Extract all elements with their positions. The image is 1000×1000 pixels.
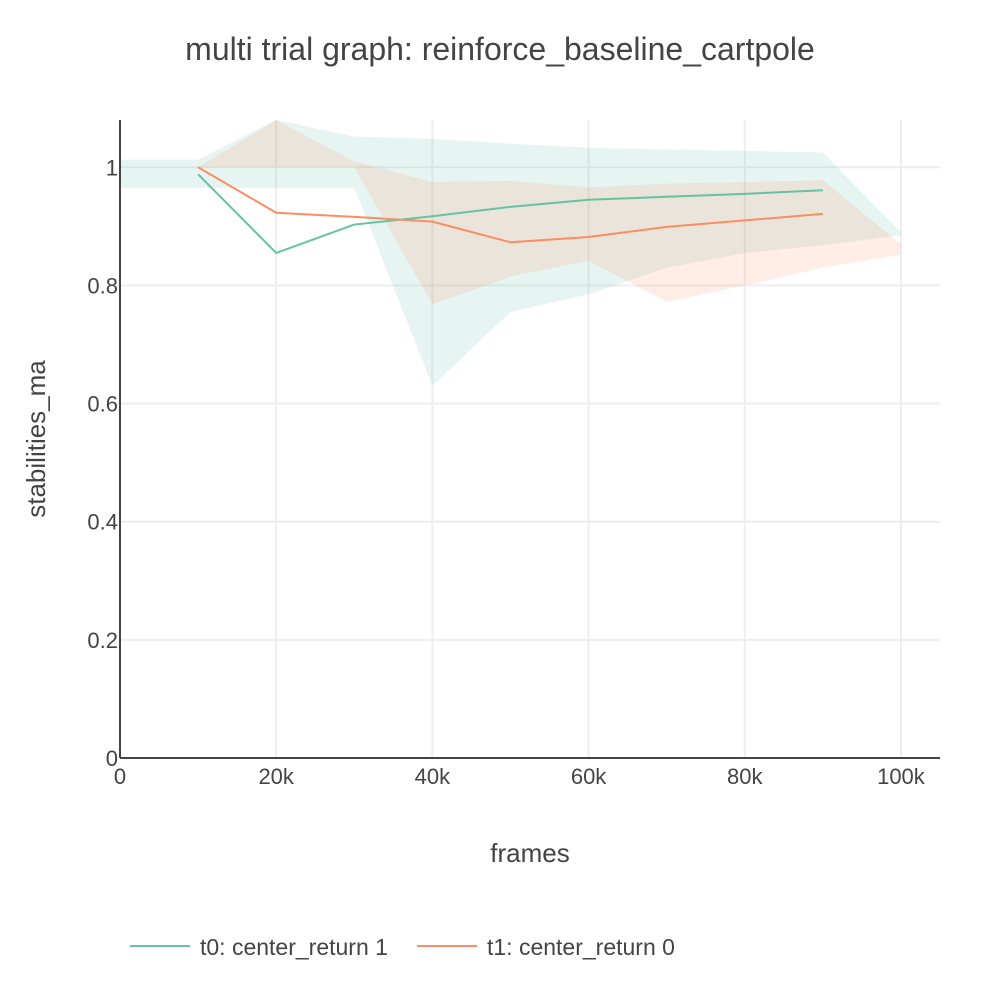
chart-title: multi trial graph: reinforce_baseline_ca… [185,31,815,67]
x-tick-label: 0 [114,764,126,789]
y-tick-label: 0.4 [87,510,118,535]
x-axis-title: frames [490,838,569,868]
legend: t0: center_return 1 t1: center_return 0 [130,934,675,960]
series-line-t1 [197,166,823,244]
x-tick-label: 80k [727,764,763,789]
y-tick-label: 0 [106,746,118,771]
legend-label-t0: t0: center_return 1 [200,934,388,960]
legend-item-t1[interactable]: t1: center_return 0 [417,934,675,960]
series-band-t0 [120,120,901,386]
y-axis-title: stabilities_ma [21,360,51,518]
legend-item-t0[interactable]: t0: center_return 1 [130,934,388,960]
legend-label-t1: t1: center_return 0 [487,934,675,960]
axis-layer [119,120,940,759]
y-tick-label: 0.8 [87,273,118,298]
band-layer [120,120,901,386]
y-tick-label: 1 [106,155,118,180]
series-band-t1 [198,120,901,305]
x-tick-label: 100k [877,764,926,789]
y-tick-label: 0.2 [87,628,118,653]
x-tick-label: 60k [571,764,607,789]
x-tick-label: 20k [258,764,294,789]
line-layer [197,166,823,254]
grid-layer [120,120,940,758]
y-tick-label: 0.6 [87,392,118,417]
tick-layer: 0 20k 40k 60k 80k 100k 0 0.2 0.4 0.6 0.8 1 [87,155,925,789]
x-tick-label: 40k [415,764,451,789]
series-line-t0 [197,173,823,254]
